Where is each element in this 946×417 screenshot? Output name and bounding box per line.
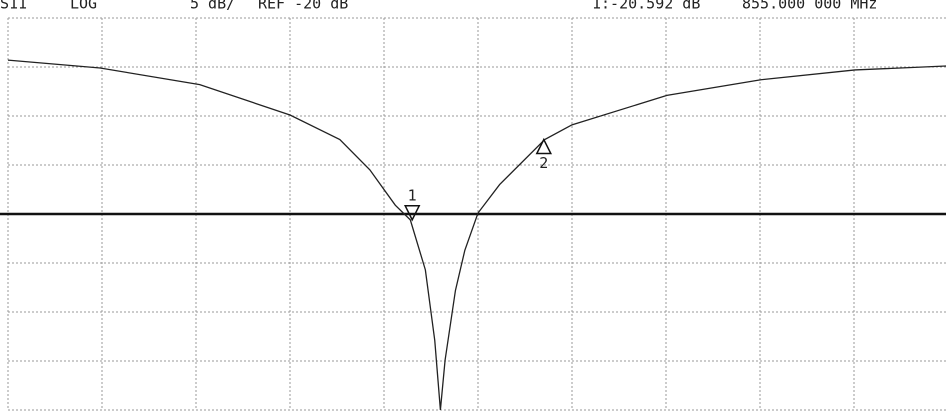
scale-label: 5 dB/ <box>190 0 235 13</box>
trace <box>7 59 946 411</box>
marker-label: 1 <box>408 186 417 204</box>
freq-readout: 855.000 000 MHz <box>742 0 877 13</box>
marker-readout: 1:-20.592 dB <box>592 0 700 13</box>
marker <box>403 205 421 222</box>
marker-label: 2 <box>539 154 548 172</box>
ref-label: REF -20 dB <box>258 0 348 13</box>
format-label: LOG <box>70 0 97 13</box>
marker <box>535 137 553 155</box>
param-label: S11 <box>0 0 27 13</box>
